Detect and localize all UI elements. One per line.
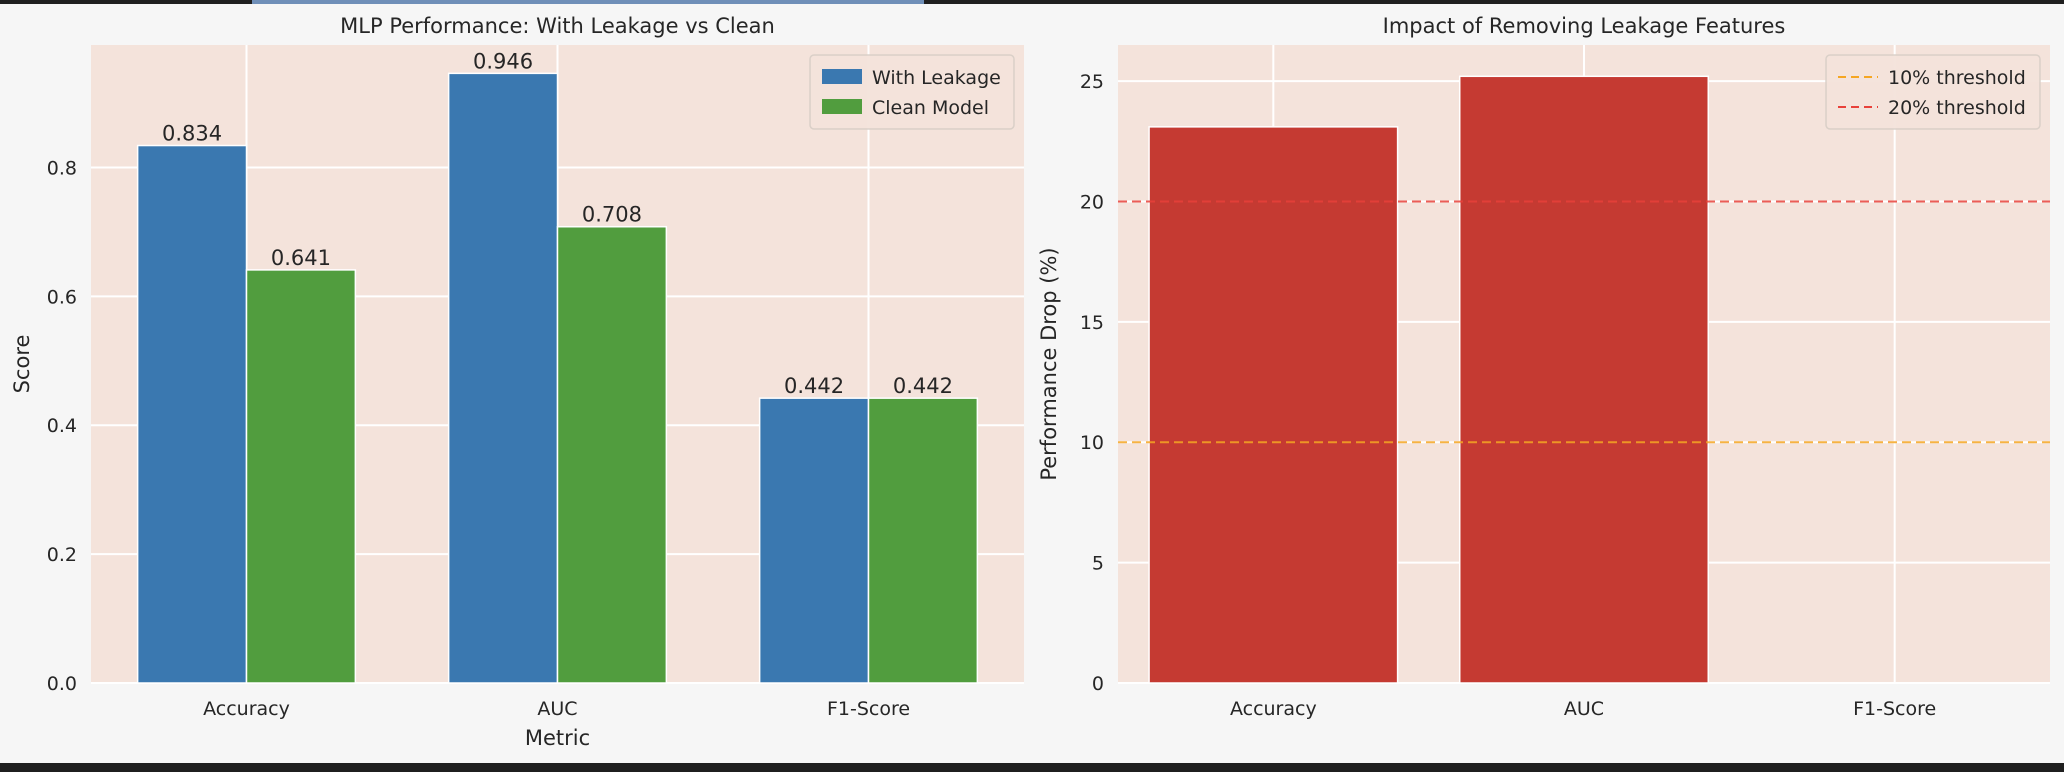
y-axis-label-right: Performance Drop (%) xyxy=(1037,247,1061,480)
bar xyxy=(758,397,870,684)
bar-value-label: 0.708 xyxy=(582,203,642,227)
legend-swatch xyxy=(822,69,862,84)
x-ticks-right: Accuracy AUC F1-Score xyxy=(1230,698,1936,720)
x-tick-label: Accuracy xyxy=(1230,698,1317,720)
x-tick-label: AUC xyxy=(537,698,577,720)
legend-label: 20% threshold xyxy=(1888,97,2026,119)
chart-right: 0 5 10 15 20 25 Accuracy AUC F1-Score Impact of… xyxy=(1037,14,2050,720)
data-labels-left: 0.834 0.946 0.442 0.641 0.708 0.442 xyxy=(162,49,953,398)
y-tick-label: 10 xyxy=(1080,432,1104,454)
bar-value-label: 0.641 xyxy=(271,246,331,270)
y-ticks-right: 0 5 10 15 20 25 xyxy=(1080,71,1104,695)
bar xyxy=(136,144,248,684)
bar xyxy=(867,397,979,684)
legend-label: Clean Model xyxy=(872,97,989,119)
legend-left: With Leakage Clean Model xyxy=(809,54,1015,130)
bar xyxy=(556,225,668,684)
bar xyxy=(1458,75,1710,684)
x-tick-label: F1-Score xyxy=(827,698,910,720)
y-tick-label: 25 xyxy=(1080,71,1104,93)
y-tick-label: 20 xyxy=(1080,191,1104,213)
legend-right: 10% threshold 20% threshold xyxy=(1825,54,2041,130)
x-tick-label: AUC xyxy=(1564,698,1604,720)
x-ticks-left: Accuracy AUC F1-Score xyxy=(203,698,910,720)
y-tick-label: 0.4 xyxy=(47,415,77,437)
window-bottom-bar xyxy=(0,763,2064,772)
legend-swatch xyxy=(822,99,862,114)
bar-value-label: 0.946 xyxy=(473,49,533,73)
chart-title-left: MLP Performance: With Leakage vs Clean xyxy=(340,14,775,38)
y-tick-label: 5 xyxy=(1092,553,1104,575)
chart-title-right: Impact of Removing Leakage Features xyxy=(1383,14,1786,38)
y-tick-label: 0.0 xyxy=(47,673,77,695)
x-tick-label: Accuracy xyxy=(203,698,290,720)
bar xyxy=(245,269,357,684)
x-axis-label-left: Metric xyxy=(525,726,590,750)
chart-left: 0.834 0.946 0.442 0.641 0.708 0.442 0.0 0.2 0.4… xyxy=(10,14,1024,750)
bar-value-label: 0.442 xyxy=(893,374,953,398)
y-tick-label: 15 xyxy=(1080,312,1104,334)
bar xyxy=(1148,126,1399,684)
y-tick-label: 0.2 xyxy=(47,544,77,566)
bar xyxy=(447,72,559,684)
x-tick-label: F1-Score xyxy=(1853,698,1936,720)
y-tick-label: 0.6 xyxy=(47,286,77,308)
legend-box xyxy=(1825,54,2041,130)
bar-value-label: 0.834 xyxy=(162,122,222,146)
legend-label: With Leakage xyxy=(872,67,1001,89)
active-tab-indicator xyxy=(252,0,924,4)
bars-right xyxy=(1148,75,1710,684)
window-top-bar xyxy=(0,0,2064,4)
y-tick-label: 0.8 xyxy=(47,157,77,179)
y-tick-label: 0 xyxy=(1092,673,1104,695)
bar-value-label: 0.442 xyxy=(784,374,844,398)
legend-label: 10% threshold xyxy=(1888,67,2026,89)
y-ticks-left: 0.0 0.2 0.4 0.6 0.8 xyxy=(47,157,77,695)
bars-left xyxy=(136,72,979,684)
reference-lines-right xyxy=(1118,200,2050,444)
y-axis-label-left: Score xyxy=(10,335,34,394)
